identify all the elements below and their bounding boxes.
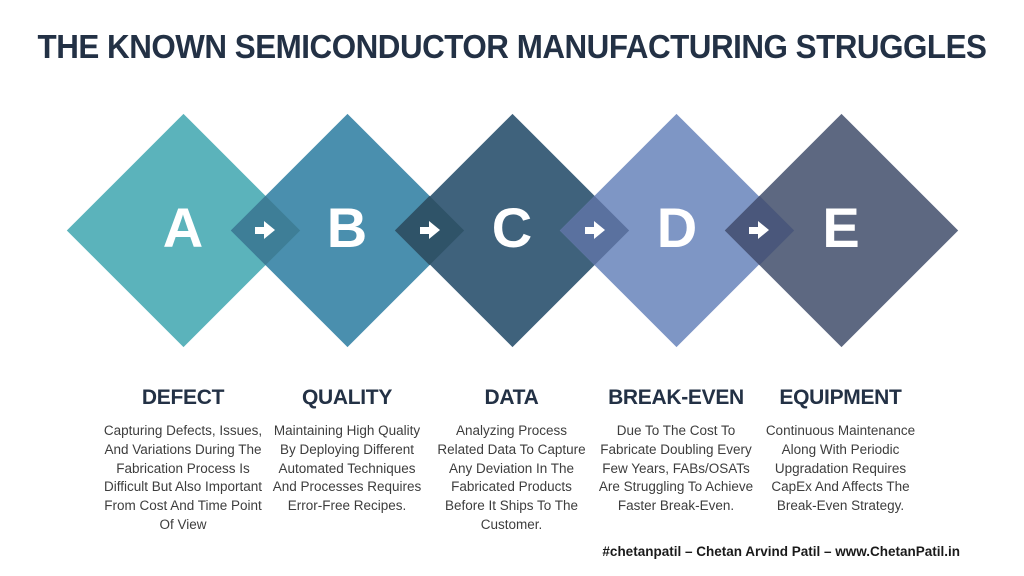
arrow-shaft bbox=[255, 226, 264, 234]
right-arrow-icon bbox=[747, 221, 771, 239]
step-column-data: DATA Analyzing Process Related Data To C… bbox=[435, 386, 588, 535]
step-letter-a: A bbox=[162, 195, 204, 259]
step-column-defect: DEFECT Capturing Defects, Issues, And Va… bbox=[98, 386, 268, 535]
footer-credit: #chetanpatil – Chetan Arvind Patil – www… bbox=[602, 544, 960, 559]
step-description: Analyzing Process Related Data To Captur… bbox=[437, 423, 586, 532]
step-description: Capturing Defects, Issues, And Variation… bbox=[103, 423, 263, 532]
step-column-equipment: EQUIPMENT Continuous Maintenance Along W… bbox=[754, 386, 927, 516]
step-letter-d: D bbox=[656, 195, 698, 259]
arrow-shaft bbox=[584, 226, 594, 234]
step-letter-c: C bbox=[491, 195, 533, 259]
step-description: Continuous Maintenance Along With Period… bbox=[765, 423, 916, 514]
page-title: THE KNOWN SEMICONDUCTOR MANUFACTURING ST… bbox=[37, 28, 987, 65]
arrow-head bbox=[758, 221, 769, 239]
step-letter-b: B bbox=[326, 195, 368, 259]
arrow-head bbox=[264, 221, 275, 239]
right-arrow-icon bbox=[583, 221, 607, 239]
step-heading: DATA bbox=[484, 386, 539, 409]
right-arrow-icon bbox=[253, 221, 277, 239]
step-heading: QUALITY bbox=[301, 386, 393, 409]
step-heading: DEFECT bbox=[141, 386, 225, 409]
step-heading: EQUIPMENT bbox=[779, 386, 902, 409]
arrow-shaft bbox=[749, 226, 758, 234]
arrow-head bbox=[593, 221, 605, 239]
step-column-quality: QUALITY Maintaining High Quality By Depl… bbox=[271, 386, 423, 516]
step-heading: BREAK-EVEN bbox=[608, 386, 744, 409]
right-arrow-icon bbox=[418, 221, 442, 239]
arrow-shaft bbox=[419, 226, 429, 234]
step-column-break-even: BREAK-EVEN Due To The Cost To Fabricate … bbox=[596, 386, 756, 516]
arrow-head bbox=[428, 221, 440, 239]
step-letter-e: E bbox=[822, 195, 860, 259]
step-description: Maintaining High Quality By Deploying Di… bbox=[272, 423, 422, 514]
step-description: Due To The Cost To Fabricate Doubling Ev… bbox=[598, 423, 754, 514]
